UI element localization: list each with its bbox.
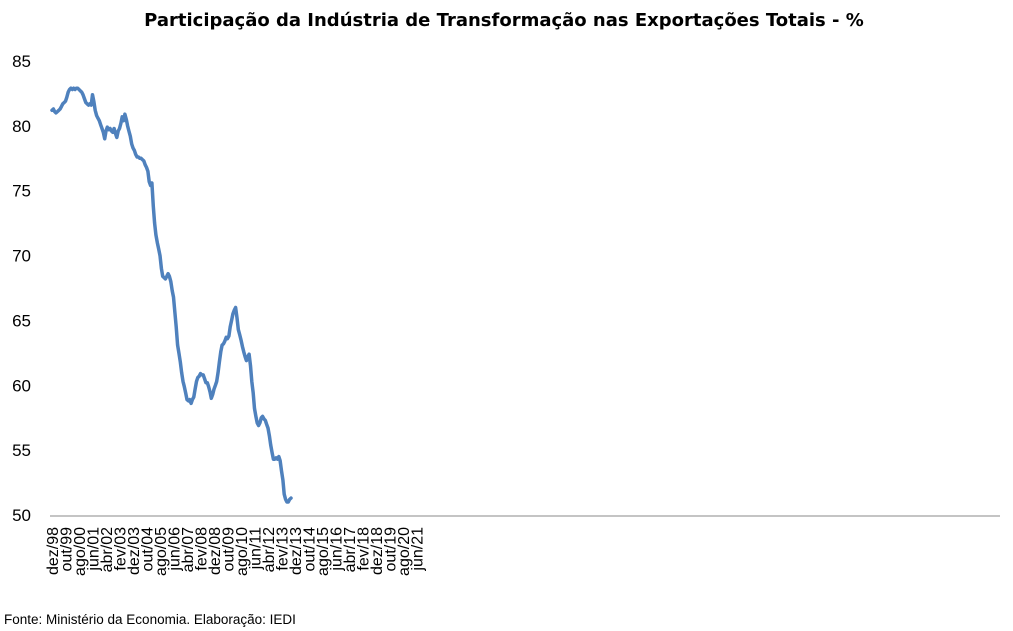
y-tick-label: 55 (12, 441, 31, 460)
y-tick-label: 70 (12, 247, 31, 266)
x-tick-label: fev/08 (194, 527, 211, 571)
x-tick-label: ago/10 (234, 527, 251, 576)
x-tick-label: ago/05 (153, 527, 170, 576)
y-axis-tick-labels: 50 55 60 65 70 75 80 85 (12, 52, 31, 525)
x-tick-label: ago/15 (315, 527, 332, 576)
y-tick-label: 85 (12, 52, 31, 71)
x-tick-label: out/09 (221, 527, 238, 572)
x-tick-label: out/19 (383, 527, 400, 572)
x-axis-tick-labels: dez/98out/99ago/00jun/01abr/02fev/03dez/… (45, 527, 427, 576)
x-tick-label: jun/21 (410, 527, 427, 572)
x-tick-label: abr/07 (180, 527, 197, 572)
x-tick-label: dez/08 (207, 527, 224, 575)
x-tick-label: fev/13 (275, 527, 292, 571)
y-tick-label: 50 (12, 506, 31, 525)
y-tick-label: 80 (12, 117, 31, 136)
y-tick-label: 60 (12, 376, 31, 395)
chart-title: Participação da Indústria de Transformaç… (144, 10, 864, 31)
x-tick-label: ago/20 (396, 527, 413, 576)
y-tick-label: 65 (12, 311, 31, 330)
x-tick-label: dez/13 (288, 527, 305, 575)
x-tick-label: jun/06 (167, 527, 184, 572)
x-tick-label: out/04 (140, 527, 157, 572)
x-tick-label: dez/18 (369, 527, 386, 575)
x-tick-label: abr/17 (342, 527, 359, 572)
x-tick-label: ago/00 (72, 527, 89, 576)
x-tick-label: fev/18 (356, 527, 373, 571)
x-tick-label: out/14 (302, 527, 319, 572)
x-tick-label: out/99 (59, 527, 76, 572)
x-tick-label: jun/11 (248, 527, 265, 571)
x-tick-label: abr/12 (261, 527, 278, 572)
x-tick-label: jun/01 (86, 527, 103, 572)
source-note: Fonte: Ministério da Economia. Elaboraçã… (4, 612, 296, 627)
x-tick-label: dez/03 (126, 527, 143, 575)
x-tick-label: abr/02 (99, 527, 116, 572)
series-line (50, 86, 293, 504)
x-tick-label: fev/03 (113, 527, 130, 571)
x-tick-label: dez/98 (45, 527, 62, 575)
x-tick-label: jun/16 (329, 527, 346, 572)
y-tick-label: 75 (12, 182, 31, 201)
